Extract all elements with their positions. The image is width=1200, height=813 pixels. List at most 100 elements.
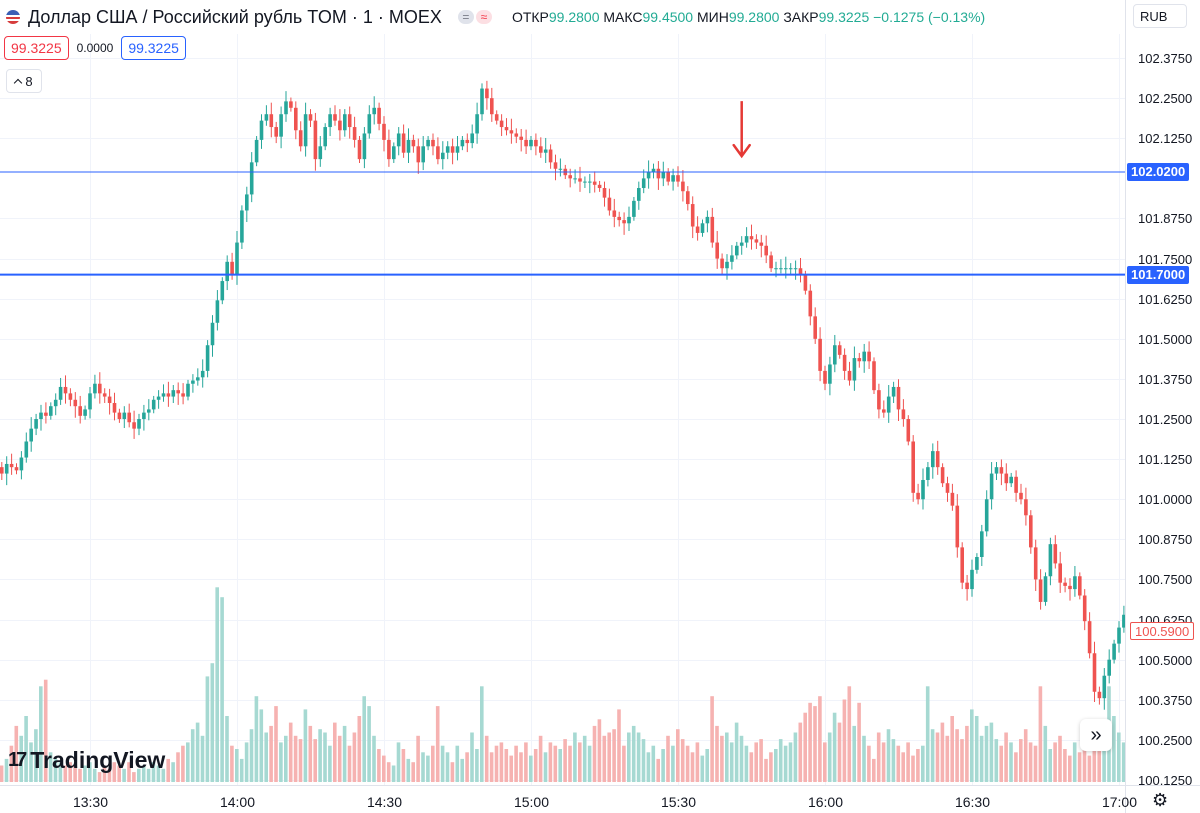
candle-body	[1038, 579, 1043, 602]
candle-body	[1024, 499, 1028, 516]
volume-bar	[347, 745, 352, 782]
candles[interactable]	[0, 80, 1126, 710]
volume-bar	[553, 745, 558, 782]
price-tag-last: 100.5900	[1130, 621, 1195, 640]
candle-body	[377, 107, 381, 124]
candle-body	[357, 139, 362, 160]
horizontal-lines[interactable]	[0, 171, 1125, 276]
candle-body	[661, 171, 666, 179]
candle-body	[1033, 547, 1038, 580]
candle-body	[171, 390, 176, 397]
volume-bar	[132, 772, 136, 782]
volume-bar	[269, 725, 273, 782]
candle-body	[779, 268, 783, 270]
y-tick-label: 100.1250	[1138, 773, 1192, 788]
candle-body	[1048, 544, 1053, 577]
market-status-pill[interactable]: = ≈	[457, 10, 494, 24]
candle-body	[690, 204, 695, 227]
candle-body	[695, 226, 700, 233]
scroll-to-realtime-button[interactable]: »	[1080, 719, 1112, 751]
candle-body	[872, 361, 876, 391]
candle-body	[406, 139, 411, 153]
candle-body	[313, 120, 318, 160]
candle-body	[627, 216, 631, 224]
high-label: МАКС	[603, 9, 643, 25]
volume-bar	[230, 745, 234, 782]
volume-bar	[700, 755, 705, 782]
volume-bar	[529, 755, 533, 782]
volume-bar	[720, 735, 724, 782]
volume-bar	[749, 752, 754, 782]
candle-body	[617, 216, 621, 221]
candle-body	[196, 377, 200, 381]
volume-bar	[1112, 716, 1116, 782]
candle-body	[142, 412, 146, 420]
candle-body	[759, 242, 764, 246]
candle-body	[509, 130, 514, 134]
volume-bar	[195, 722, 200, 782]
volume-bar	[367, 706, 371, 782]
x-tick-label: 16:30	[955, 794, 990, 810]
grid-lines	[0, 34, 1125, 785]
volume-bar	[386, 762, 391, 782]
candle-body	[254, 139, 259, 163]
volume-bar	[88, 762, 92, 782]
volume-bar	[1053, 742, 1057, 782]
volume-bar	[666, 735, 670, 782]
volume-bar	[239, 758, 244, 782]
candle-body	[676, 175, 680, 182]
currency-select[interactable]: RUB	[1133, 4, 1187, 28]
buy-button[interactable]: 99.3225	[121, 36, 186, 60]
candle-body	[945, 483, 950, 493]
candle-body	[29, 428, 33, 442]
volume-bar	[352, 732, 357, 782]
volume-bar	[337, 735, 342, 782]
volume-bar	[578, 742, 582, 782]
gear-icon[interactable]: ⚙	[1152, 790, 1169, 810]
volume-bar	[891, 739, 896, 782]
candle-body	[906, 419, 911, 442]
candle-body	[965, 582, 969, 590]
indicators-toggle-button[interactable]: 8	[6, 69, 42, 93]
volume-bar	[146, 768, 151, 782]
tradingview-logo[interactable]: 17 TradingView	[8, 747, 165, 774]
candle-body	[34, 419, 38, 429]
volume-bar	[382, 755, 386, 782]
volume-bar	[793, 732, 798, 782]
volume-bar	[568, 745, 572, 782]
candle-body	[436, 146, 440, 160]
candle-body	[754, 239, 759, 243]
sell-button[interactable]: 99.3225	[4, 36, 69, 60]
volume-bar	[960, 739, 964, 782]
volume-bar	[112, 762, 117, 782]
y-tick-label: 100.7500	[1138, 572, 1192, 587]
symbol-title[interactable]: Доллар США / Российский рубль TOM · 1 · …	[28, 6, 442, 27]
candle-body	[833, 345, 837, 365]
candle-body	[573, 178, 577, 180]
candle-body	[294, 107, 298, 131]
volume-bar	[411, 762, 415, 782]
volume-bar	[798, 722, 803, 782]
volume-bar	[34, 729, 38, 782]
candle-body	[362, 133, 367, 160]
price-tag-line: 102.0200	[1127, 162, 1190, 181]
candle-body	[1068, 585, 1072, 590]
candle-body	[793, 268, 798, 270]
candle-body	[651, 168, 656, 172]
candle-body	[705, 216, 710, 224]
candle-body	[916, 492, 920, 500]
volume-bar	[1087, 755, 1092, 782]
volume-bar	[715, 725, 719, 782]
candle-body	[426, 139, 430, 147]
candle-body	[891, 386, 896, 397]
arrow-annotation[interactable]	[732, 101, 751, 159]
volume-bar	[788, 742, 793, 782]
candle-body	[798, 268, 803, 275]
volume-bar	[161, 768, 166, 782]
change-value: −0.1275 (−0.13%)	[873, 9, 986, 25]
candle-body	[372, 107, 376, 115]
volume-bar	[431, 745, 435, 782]
candle-body	[411, 139, 416, 147]
volume-bar	[313, 739, 317, 782]
